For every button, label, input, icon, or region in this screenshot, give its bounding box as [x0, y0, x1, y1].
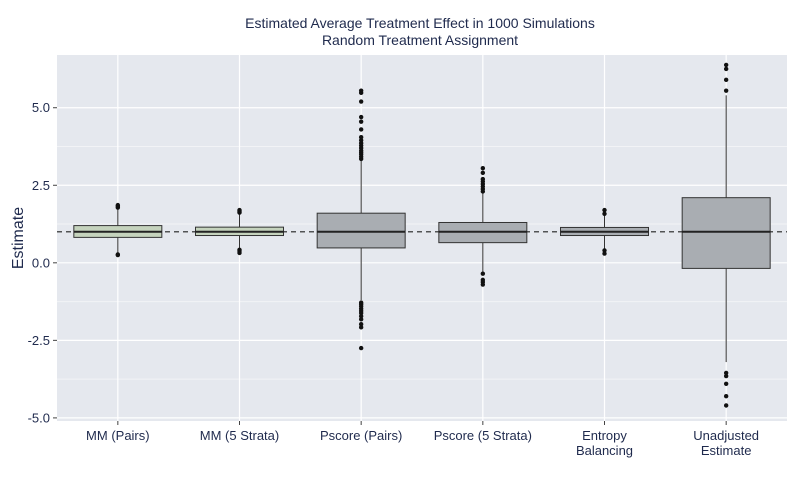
- outlier-point: [602, 251, 607, 256]
- outlier-point: [358, 138, 364, 143]
- box-iqr: [681, 197, 771, 269]
- box-iqr: [316, 212, 406, 249]
- outlier-point: [358, 325, 364, 330]
- outlier-point: [723, 62, 729, 68]
- outlier-point: [358, 114, 364, 120]
- box-group: [560, 207, 649, 256]
- chart-title: Estimated Average Treatment Effect in 10…: [245, 15, 595, 31]
- outlier-point: [358, 119, 364, 124]
- x-tick-label: Unadjusted: [693, 428, 759, 443]
- outlier-point: [480, 282, 486, 287]
- plot-panel: [57, 55, 787, 421]
- box-group: [316, 88, 406, 351]
- outlier-point: [602, 211, 607, 217]
- outlier-point: [115, 252, 121, 258]
- outlier-point: [237, 207, 242, 213]
- outlier-point: [358, 310, 364, 316]
- chart-subtitle: Random Treatment Assignment: [322, 32, 518, 48]
- x-tick-label: Pscore (Pairs): [320, 428, 402, 443]
- y-tick-label: 2.5: [32, 178, 50, 193]
- x-tick-label: Pscore (5 Strata): [434, 428, 532, 443]
- outlier-point: [358, 127, 364, 132]
- outlier-point: [480, 166, 486, 171]
- outlier-point: [358, 134, 364, 140]
- outlier-point: [723, 77, 729, 83]
- outlier-point: [358, 345, 364, 351]
- outlier-point: [358, 313, 364, 319]
- x-tick-label: Entropy: [582, 428, 627, 443]
- y-tick-label: 0.0: [32, 255, 50, 270]
- outlier-point: [602, 248, 607, 253]
- x-tick-label: Balancing: [576, 443, 633, 458]
- outlier-point: [723, 381, 729, 386]
- y-tick-label: -5.0: [28, 410, 50, 425]
- outlier-point: [358, 317, 364, 322]
- outlier-point: [237, 250, 242, 256]
- outlier-point: [358, 88, 364, 93]
- outlier-point: [723, 88, 729, 93]
- x-tick-label: MM (5 Strata): [200, 428, 279, 443]
- outlier-point: [723, 370, 729, 376]
- x-tick-label: MM (Pairs): [86, 428, 150, 443]
- outlier-point: [723, 393, 729, 399]
- outlier-point: [480, 176, 486, 182]
- outlier-point: [723, 66, 729, 72]
- plot-area: -5.0 -2.5 0.0 2.5 5.0 MM (Pairs) MM (5 Strata)…: [28, 55, 787, 458]
- box-group: [681, 62, 771, 408]
- outlier-point: [115, 202, 121, 208]
- outlier-point: [358, 322, 364, 327]
- outlier-point: [480, 271, 486, 276]
- outlier-point: [723, 403, 729, 408]
- outlier-point: [602, 207, 607, 213]
- y-axis-label: Estimate: [10, 207, 27, 269]
- y-tick-label: -2.5: [28, 333, 50, 348]
- outlier-point: [480, 170, 486, 176]
- outlier-point: [358, 99, 364, 104]
- x-tick-label: Estimate: [701, 443, 752, 458]
- y-tick-label: 5.0: [32, 100, 50, 115]
- outlier-point: [723, 373, 729, 379]
